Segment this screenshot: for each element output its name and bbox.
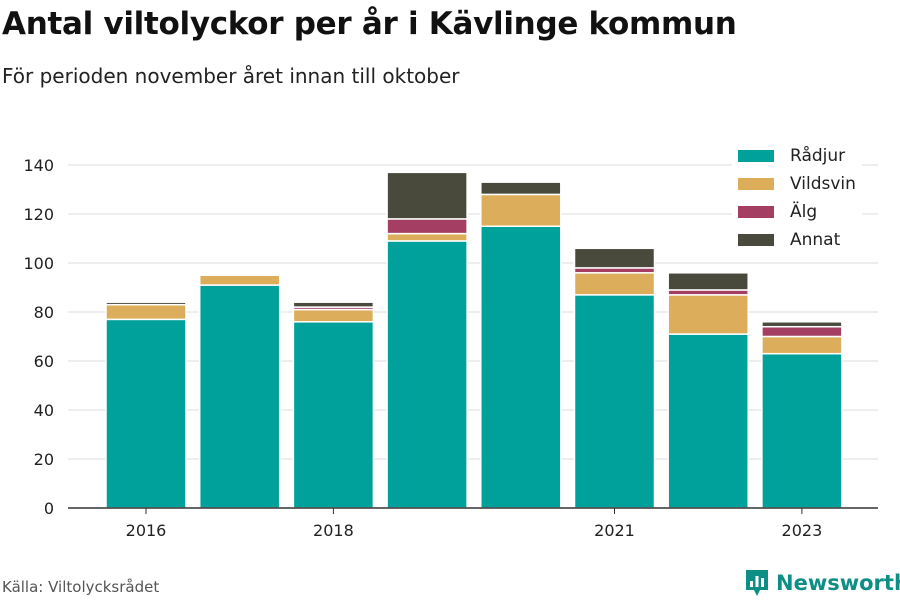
legend-swatch-alg bbox=[738, 206, 774, 218]
bar-segment-rådjur bbox=[761, 352, 843, 509]
chart-subtitle: För perioden november året innan till ok… bbox=[2, 64, 460, 88]
bar-segment-annat bbox=[667, 272, 749, 291]
y-tick-label: 80 bbox=[34, 303, 54, 322]
legend-label-annat: Annat bbox=[790, 230, 841, 250]
bar-chart-logo-icon bbox=[746, 570, 768, 596]
bar-segment-vildsvin bbox=[105, 303, 187, 321]
bar-segment-rådjur bbox=[386, 240, 468, 509]
legend-item-annat: Annat bbox=[738, 226, 856, 254]
x-tick-label: 2023 bbox=[782, 521, 823, 540]
y-tick-label: 120 bbox=[23, 205, 54, 224]
x-tick-label: 2021 bbox=[594, 521, 635, 540]
bar-segment-annat bbox=[105, 301, 187, 306]
bar-segment-annat bbox=[761, 321, 843, 328]
legend-label-vildsvin: Vildsvin bbox=[790, 174, 856, 194]
bar-segment-rådjur bbox=[667, 333, 749, 509]
legend-label-alg: Älg bbox=[790, 202, 818, 222]
bar-segment-annat bbox=[292, 301, 375, 308]
bar-segment-älg bbox=[386, 218, 468, 235]
legend: Rådjur Vildsvin Älg Annat bbox=[732, 138, 862, 258]
legend-swatch-vildsvin bbox=[738, 178, 774, 190]
source-note: Källa: Viltolycksrådet bbox=[2, 578, 160, 596]
chart-title: Antal viltolyckor per år i Kävlinge komm… bbox=[2, 6, 737, 42]
legend-item-vildsvin: Vildsvin bbox=[738, 170, 856, 198]
stacked-bar-chart: 0 20 40 60 80 100 120 140 2016 2018 2021 2023 bbox=[23, 156, 878, 540]
bar-segment-rådjur bbox=[198, 284, 281, 509]
bar-segment-rådjur bbox=[573, 294, 656, 509]
y-tick-label: 20 bbox=[34, 450, 54, 469]
x-tick-label: 2016 bbox=[126, 521, 167, 540]
bar-segment-vildsvin bbox=[292, 308, 375, 323]
bar-segment-rådjur bbox=[292, 321, 375, 509]
bar-segment-annat bbox=[386, 171, 468, 220]
y-tick-label: 0 bbox=[44, 499, 54, 518]
y-tick-label: 140 bbox=[23, 156, 54, 175]
bar-segment-annat bbox=[480, 181, 562, 196]
legend-swatch-annat bbox=[738, 234, 774, 246]
bar-segment-älg bbox=[761, 325, 843, 338]
bar-segment-rådjur bbox=[480, 225, 562, 509]
x-tick-label: 2018 bbox=[313, 521, 354, 540]
y-tick-label: 40 bbox=[34, 401, 54, 420]
y-tick-label: 100 bbox=[23, 254, 54, 273]
legend-label-radjur: Rådjur bbox=[790, 146, 846, 166]
legend-item-radjur: Rådjur bbox=[738, 142, 856, 170]
legend-item-alg: Älg bbox=[738, 198, 856, 226]
bar-segment-vildsvin bbox=[198, 274, 281, 286]
bar-segment-annat bbox=[573, 247, 656, 269]
brand-name: Newsworthy bbox=[776, 571, 900, 595]
bar-segment-vildsvin bbox=[761, 335, 843, 355]
bar-segment-vildsvin bbox=[386, 232, 468, 242]
bar-segment-vildsvin bbox=[573, 272, 656, 296]
y-tick-label: 60 bbox=[34, 352, 54, 371]
legend-swatch-radjur bbox=[738, 150, 774, 162]
bar-segment-vildsvin bbox=[667, 294, 749, 335]
newsworthy-logo: Newsworthy bbox=[744, 568, 900, 598]
bar-segment-vildsvin bbox=[480, 193, 562, 227]
bar-segment-rådjur bbox=[105, 318, 187, 509]
